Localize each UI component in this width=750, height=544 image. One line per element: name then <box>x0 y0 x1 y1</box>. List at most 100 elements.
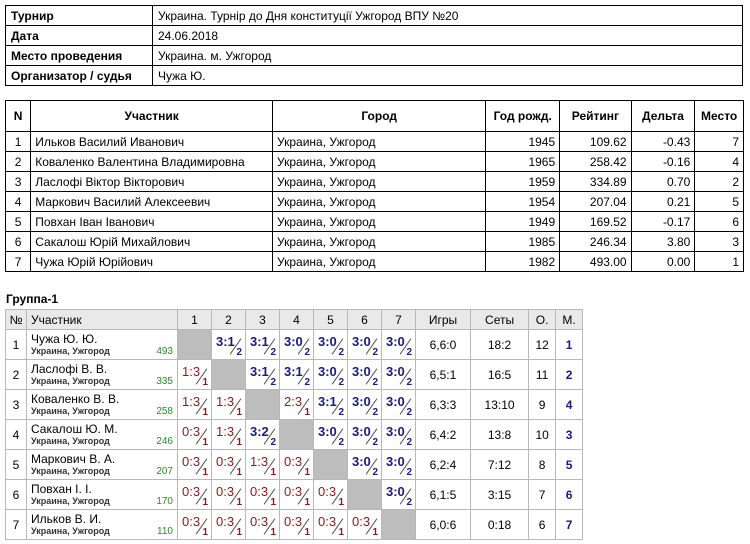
match-points: 1 <box>270 467 276 478</box>
match-points: 1 <box>304 527 310 538</box>
match-score: 3:0 <box>318 424 337 439</box>
self-match-cell <box>347 479 382 510</box>
participant-rating: 109.62 <box>559 131 632 152</box>
match-score: 1:3 <box>216 424 235 439</box>
match-points: 1 <box>202 407 208 418</box>
match-result-cell: 0:3 1 <box>313 509 348 540</box>
match-points: 1 <box>236 527 242 538</box>
participant-name: Повхан Іван Іванович <box>30 211 274 232</box>
match-score: 3:0 <box>352 364 371 379</box>
match-score: 0:3 <box>318 514 337 529</box>
match-score: 0:3 <box>250 514 269 529</box>
participant-delta: 0.21 <box>630 191 696 212</box>
player-rating: 170 <box>156 496 173 507</box>
player-rating: 207 <box>156 466 173 477</box>
match-points: 2 <box>406 467 412 478</box>
match-result-cell: 0:3 1 <box>279 449 314 480</box>
participant-city: Украина, Ужгород <box>272 251 487 272</box>
match-points: 1 <box>236 407 242 418</box>
player-games: 6,1:5 <box>415 479 471 510</box>
self-match-cell <box>211 359 246 390</box>
info-value: Украина. м. Ужгород <box>152 45 743 66</box>
match-points: 2 <box>338 437 344 448</box>
match-points: 2 <box>270 437 276 448</box>
match-points: 1 <box>202 437 208 448</box>
crosstable-row: 1 Чужа Ю. Ю. Украина, Ужгород 493 3:1 2 3:1 2 3:… <box>5 329 583 360</box>
player-number: 6 <box>5 479 27 510</box>
match-result-cell: 3:0 2 <box>381 449 416 480</box>
participant-year: 1954 <box>485 191 561 212</box>
match-score: 3:0 <box>386 334 405 349</box>
participant-number: 1 <box>4 131 32 152</box>
participant-row: 2 Коваленко Валентина Владимировна Украина… <box>4 151 744 172</box>
column-header: Город <box>272 100 487 132</box>
player-name: Ласлофі В. В. <box>31 362 108 376</box>
match-result-cell: 0:3 1 <box>177 509 212 540</box>
match-result-cell: 3:1 2 <box>245 329 280 360</box>
match-score: 0:3 <box>182 514 201 529</box>
match-score: 0:3 <box>250 484 269 499</box>
match-points: 2 <box>406 377 412 388</box>
match-result-cell: 1:3 1 <box>211 389 246 420</box>
match-score: 3:0 <box>386 394 405 409</box>
match-score: 3:0 <box>318 364 337 379</box>
match-points: 2 <box>406 347 412 358</box>
crosstable-header: Игры <box>415 309 471 330</box>
match-points: 1 <box>338 497 344 508</box>
player-games: 6,3:3 <box>415 389 471 420</box>
player-name: Ильков В. И. <box>31 512 102 526</box>
match-points: 1 <box>236 467 242 478</box>
match-result-cell: 2:3 1 <box>279 389 314 420</box>
match-points: 1 <box>372 527 378 538</box>
match-score: 3:0 <box>386 364 405 379</box>
match-score: 1:3 <box>182 394 201 409</box>
player-city: Украина, Ужгород <box>31 436 110 446</box>
player-place: 2 <box>555 359 583 390</box>
match-points: 1 <box>236 437 242 448</box>
player-name: Коваленко В. В. <box>31 392 120 406</box>
player-cell: Ильков В. И. Украина, Ужгород 110 <box>26 509 178 540</box>
match-score: 3:1 <box>284 364 303 379</box>
participant-number: 3 <box>4 171 32 192</box>
participant-delta: -0.17 <box>630 211 696 232</box>
match-points: 2 <box>236 347 242 358</box>
match-score: 3:1 <box>250 364 269 379</box>
match-result-cell: 1:3 1 <box>177 359 212 390</box>
crosstable-row: 4 Сакалош Ю. М. Украина, Ужгород 246 0:3 1 1:3… <box>5 419 583 450</box>
info-label: Дата <box>5 25 153 46</box>
participant-row: 6 Сакалош Юрій Михайлович Украина, Ужгород… <box>4 231 744 252</box>
match-score: 0:3 <box>284 454 303 469</box>
match-score: 3:1 <box>250 334 269 349</box>
match-points: 2 <box>406 407 412 418</box>
match-result-cell: 1:3 1 <box>177 389 212 420</box>
info-row: Место проведения Украина. м. Ужгород <box>5 45 743 66</box>
column-header: N <box>4 100 32 132</box>
match-result-cell: 3:1 2 <box>211 329 246 360</box>
match-points: 2 <box>270 347 276 358</box>
player-rating: 246 <box>156 436 173 447</box>
match-score: 0:3 <box>182 484 201 499</box>
participant-delta: -0.16 <box>630 151 696 172</box>
player-city: Украина, Ужгород <box>31 346 110 356</box>
player-number: 7 <box>5 509 27 540</box>
player-name: Сакалош Ю. М. <box>31 422 118 436</box>
participant-number: 4 <box>4 191 32 212</box>
match-points: 2 <box>372 377 378 388</box>
column-header: Год рожд. <box>485 100 561 132</box>
info-label: Организатор / судья <box>5 65 153 86</box>
info-row: Дата 24.06.2018 <box>5 25 743 46</box>
match-score: 3:1 <box>216 334 235 349</box>
player-name: Чужа Ю. Ю. <box>31 332 98 346</box>
match-result-cell: 0:3 1 <box>177 479 212 510</box>
participant-year: 1982 <box>485 251 561 272</box>
match-result-cell: 0:3 1 <box>177 419 212 450</box>
info-label: Турнир <box>5 5 153 26</box>
match-score: 3:0 <box>386 484 405 499</box>
participant-number: 7 <box>4 251 32 272</box>
match-points: 2 <box>372 347 378 358</box>
match-points: 2 <box>372 467 378 478</box>
participant-name: Чужа Юрій Юрійович <box>30 251 274 272</box>
crosstable-header: 7 <box>381 309 416 330</box>
match-points: 1 <box>304 407 310 418</box>
match-result-cell: 3:0 2 <box>381 419 416 450</box>
